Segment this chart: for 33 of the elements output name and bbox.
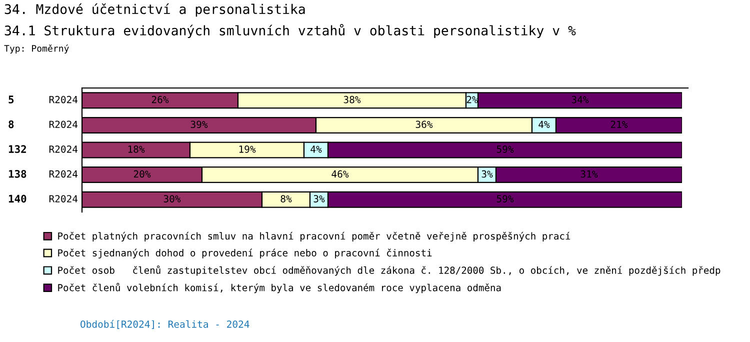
data-label: 34% xyxy=(572,96,589,104)
legend-label: Počet sjednaných dohod o provedení práce nebo o pracovní činnosti xyxy=(58,248,432,258)
data-label: 8% xyxy=(280,195,292,202)
data-label: 59% xyxy=(496,195,514,202)
data-label: 18% xyxy=(128,145,145,153)
data-label: 59% xyxy=(496,145,514,153)
data-label: 30% xyxy=(164,195,181,202)
legend-label: Počet osob členů zastupitelstev obcí odměňovaných dle zákona č. 128/2000 Sb., o obcích, ve znění pozdějších předp xyxy=(58,266,720,276)
legend-label: Počet členů volebních komisí, kterým byla ve sledovaném roce vyplacena odměna xyxy=(58,282,501,294)
data-label: 21% xyxy=(610,120,628,128)
text: Typ: Poměrný xyxy=(4,44,69,54)
data-label: 39% xyxy=(190,120,208,128)
data-label: 36% xyxy=(416,120,433,128)
data-label: 2% xyxy=(466,96,478,104)
category-label: 8 R2024 xyxy=(8,120,78,128)
data-label: 19% xyxy=(239,145,256,153)
category-label: 138 R2024 xyxy=(8,170,78,178)
data-label: 46% xyxy=(332,170,349,178)
category-label: 132 R2024 xyxy=(8,145,78,154)
category-label: 5 R2024 xyxy=(8,96,78,104)
data-label: 38% xyxy=(344,96,361,104)
data-label: 3% xyxy=(482,170,493,178)
data-label: 20% xyxy=(134,170,151,178)
chart-subtitle: 34.1 Struktura evidovaných smluvních vztahů v oblasti personalistiky v % xyxy=(4,24,576,38)
text: Období[R2024]: Realita - 2024 xyxy=(80,320,250,329)
category-label: 140 R2024 xyxy=(8,194,78,203)
data-label: 4% xyxy=(310,146,322,153)
data-label: 31% xyxy=(580,170,598,178)
data-label: 26% xyxy=(152,96,169,104)
chart-title: 34. Mzdové účetnictví a personalistika xyxy=(4,3,305,17)
data-label: 4% xyxy=(538,120,550,128)
data-label: 3% xyxy=(314,195,325,202)
legend-label: Počet platných pracovních smluv na hlavní pracovní poměr včetně veřejně prospěšných prací xyxy=(58,232,570,242)
